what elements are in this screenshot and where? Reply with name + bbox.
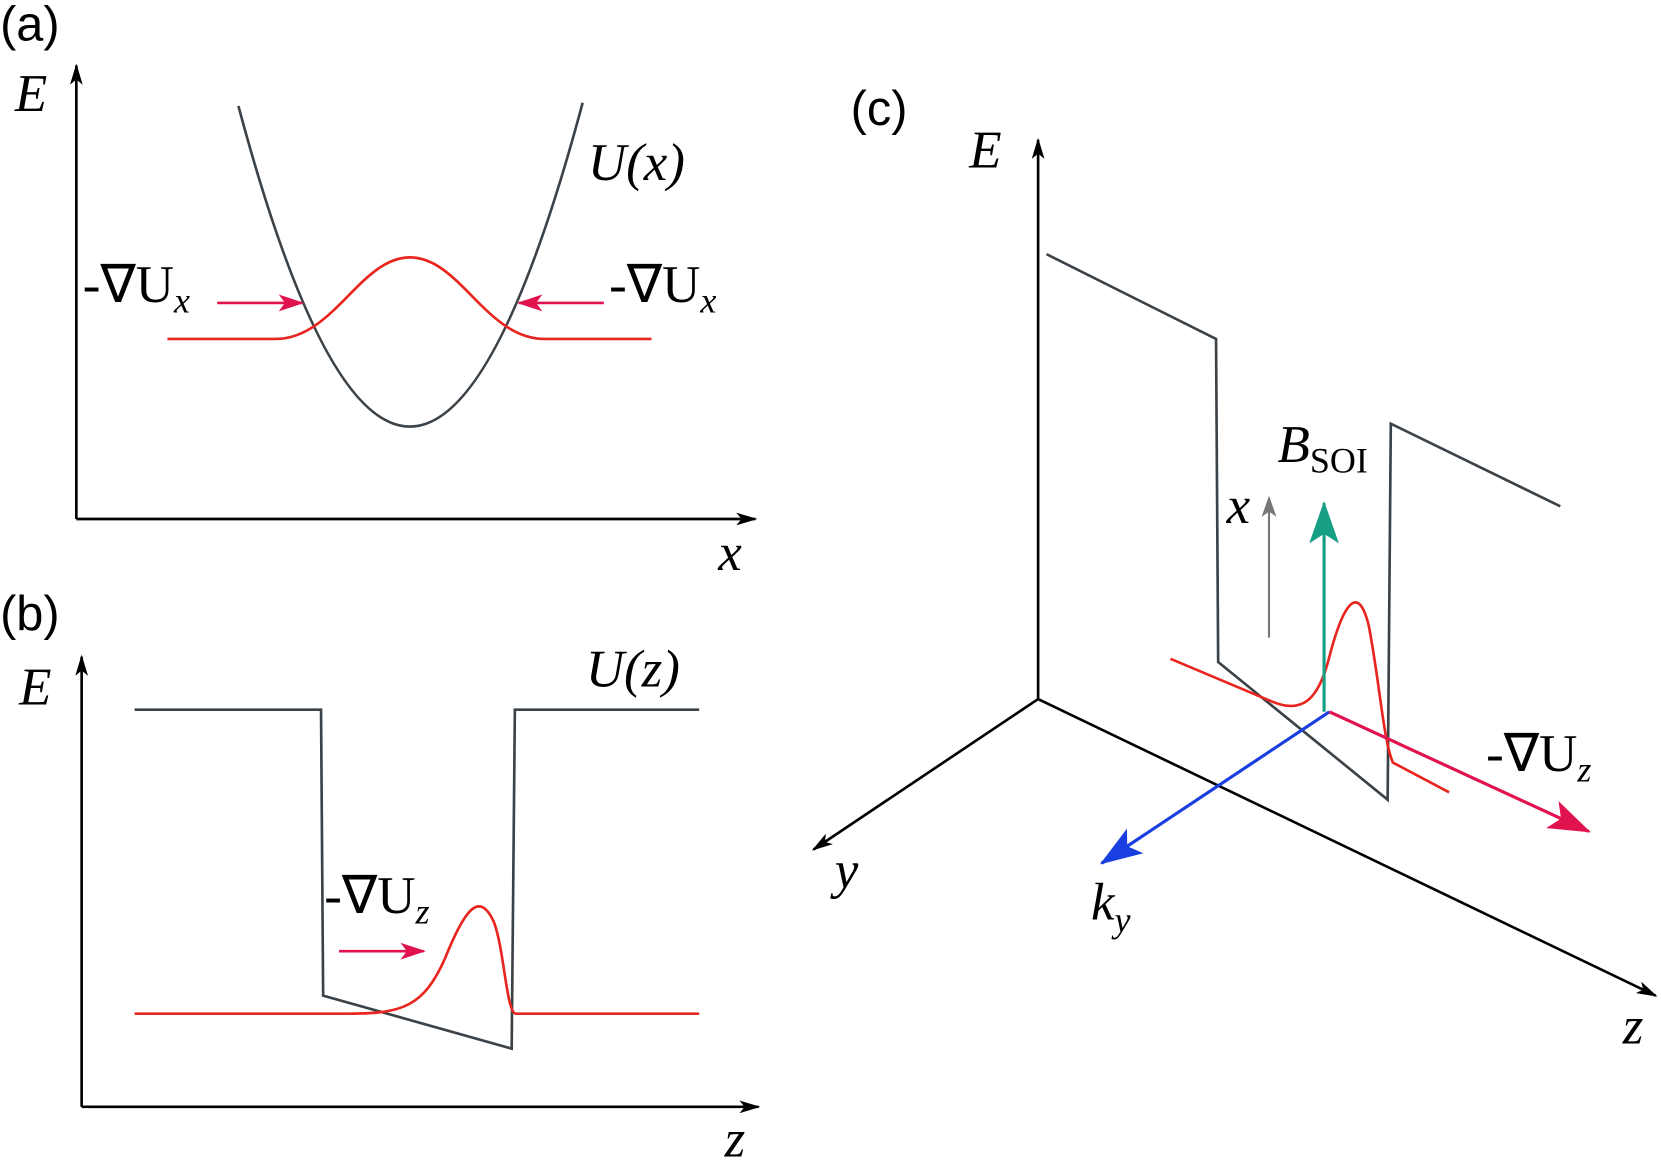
axis-label: E <box>14 65 47 123</box>
axis-label: E <box>968 121 1001 179</box>
wavefunction <box>1169 601 1450 794</box>
subscript: z <box>1576 750 1591 790</box>
force-text: -∇U <box>324 867 415 925</box>
panel-label: (c) <box>851 82 908 136</box>
panel-b: (b) E z U(z) -∇Uz <box>0 587 761 1163</box>
momentum-arrow <box>1099 710 1331 865</box>
force-text: -∇U <box>83 256 174 314</box>
force-label: -∇Ux <box>83 256 190 321</box>
momentum-text: k <box>1091 873 1116 931</box>
potential-curve <box>1045 253 1561 803</box>
force-label: -∇Uz <box>324 867 429 932</box>
panel-label: (a) <box>0 0 60 51</box>
force-text: -∇U <box>609 256 700 314</box>
field-label: BSOI <box>1277 416 1367 481</box>
axis-label: x <box>717 524 742 582</box>
axis <box>811 697 1039 851</box>
field-text: B <box>1277 416 1309 474</box>
momentum-label: ky <box>1091 873 1131 940</box>
force-label: -∇Uz <box>1486 725 1591 790</box>
force-label: -∇Ux <box>609 256 716 321</box>
axis-label: z <box>724 1111 746 1163</box>
subscript: x <box>173 280 190 320</box>
force-text: -∇U <box>1486 725 1577 783</box>
subscript: SOI <box>1310 440 1368 480</box>
panel-c: (c) E y z x BSOI ky -∇Uz <box>811 82 1658 1055</box>
x-label: x <box>1226 477 1251 535</box>
subscript: x <box>699 280 716 320</box>
subscript: y <box>1112 900 1131 940</box>
axis-label: E <box>18 658 51 716</box>
force-arrow <box>1328 710 1591 833</box>
axis-label: y <box>830 842 859 900</box>
potential-label: U(z) <box>586 640 680 698</box>
potential-curve <box>237 102 584 428</box>
panel-a: (a) E x U(x) -∇Ux -∇Ux <box>0 0 758 582</box>
axis <box>1037 697 1658 997</box>
wavefunction <box>167 256 652 341</box>
wavefunction <box>134 905 700 1015</box>
potential-curve <box>134 708 700 1051</box>
panel-label: (b) <box>0 587 60 641</box>
potential-label: U(x) <box>588 134 685 192</box>
subscript: z <box>414 892 429 932</box>
axis-label: z <box>1622 997 1644 1055</box>
